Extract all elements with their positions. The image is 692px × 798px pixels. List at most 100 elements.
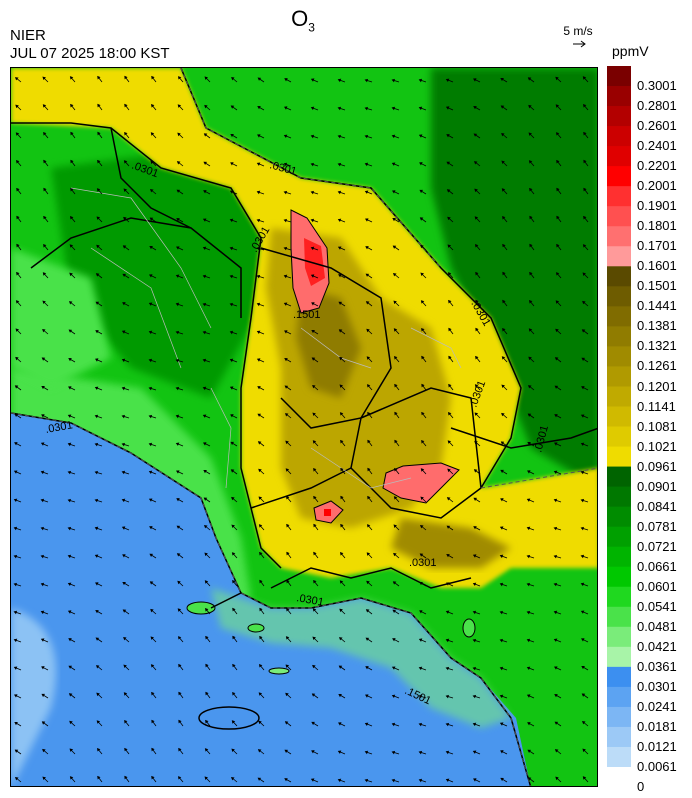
wind-arrow-head xyxy=(338,694,342,698)
wind-arrow-head xyxy=(151,747,155,752)
wind-arrow-head xyxy=(580,582,585,587)
wind-arrow-head xyxy=(176,189,181,193)
wind-arrow-head xyxy=(150,664,155,668)
wind-arrow-head xyxy=(70,187,74,192)
colorbar-label: 0.0301 xyxy=(637,678,677,694)
colorbar-label: 0.0721 xyxy=(637,538,677,554)
wind-arrow-head xyxy=(149,581,154,585)
wind-arrow-head xyxy=(230,162,234,166)
wind-arrow-head xyxy=(176,498,180,502)
wind-arrow-head xyxy=(445,610,450,614)
wind-arrow-head xyxy=(69,244,74,248)
colorbar-scale xyxy=(607,66,631,768)
wind-arrow-head xyxy=(310,162,314,167)
wind-arrow-head xyxy=(580,610,585,614)
wind-arrow-head xyxy=(232,692,236,696)
wind-arrow-head xyxy=(419,217,424,221)
wind-arrow-head xyxy=(364,722,369,727)
wind-arrow-head xyxy=(365,609,370,613)
colorbar-label: 0.0241 xyxy=(637,698,677,714)
wind-arrow-head xyxy=(231,552,236,556)
wind-arrow-head xyxy=(364,750,369,755)
wind-arrow-head xyxy=(285,413,289,417)
ozone-map: .0301 .0301 .0301 .0301 .0301 .0301 .030… xyxy=(10,67,598,787)
wind-arrow-head xyxy=(391,162,396,166)
wind-arrow-head xyxy=(202,218,207,222)
wind-arrow-head xyxy=(394,439,398,444)
wind-arrow-head xyxy=(391,190,396,194)
wind-arrow-head xyxy=(13,470,18,474)
wind-arrow-head xyxy=(365,694,369,698)
wind-arrow-head xyxy=(69,720,73,725)
wind-arrow-head xyxy=(204,608,209,612)
wind-arrow-head xyxy=(284,78,288,82)
wind-arrow-head xyxy=(151,775,155,780)
wind-arrow-head xyxy=(205,691,209,696)
wind-arrow-head xyxy=(148,442,153,447)
wind-arrow-head xyxy=(175,442,180,446)
wind-arrow-head xyxy=(95,358,99,362)
wind-arrow-head xyxy=(501,188,506,192)
wind-arrow-head xyxy=(554,749,559,753)
wind-arrow-head xyxy=(175,246,180,250)
dark-green-area xyxy=(431,68,597,488)
wind-arrow-head xyxy=(448,327,452,332)
colorbar-label: 0.3001 xyxy=(637,78,677,93)
wind-arrow-head xyxy=(148,358,153,363)
wind-arrow-head xyxy=(339,552,344,556)
colorbar-label: 0.0481 xyxy=(637,618,677,634)
wind-arrow-head xyxy=(499,526,504,530)
wind-arrow-head xyxy=(367,384,371,388)
wind-arrow-head xyxy=(391,778,395,783)
wind-arrow-head xyxy=(553,526,558,531)
wind-arrow-head xyxy=(554,721,559,725)
wind-arrow-head xyxy=(366,552,371,556)
wind-arrow-head xyxy=(473,78,477,82)
wind-arrow-head xyxy=(284,749,289,754)
wind-arrow-head xyxy=(175,358,179,363)
wind-arrow-head xyxy=(473,497,478,502)
wind-arrow-head xyxy=(178,776,182,780)
wind-arrow-head xyxy=(392,217,396,222)
wind-arrow-head xyxy=(121,526,126,530)
wind-arrow-head xyxy=(177,580,181,585)
wind-arrow-head xyxy=(256,358,261,362)
wind-arrow-head xyxy=(364,162,369,167)
wind-arrow-head xyxy=(229,190,234,194)
wind-arrow-head xyxy=(474,412,479,416)
wind-arrow-head xyxy=(231,77,235,81)
wind-arrow-head xyxy=(391,134,396,139)
wind-arrow-head xyxy=(176,553,181,557)
wind-arrow-head xyxy=(150,636,154,640)
wind-arrow-head xyxy=(283,162,288,167)
wind-arrow-head xyxy=(150,188,154,193)
wind-arrow-head xyxy=(122,554,126,558)
colorbar-unit: ppmV xyxy=(612,43,649,59)
wind-arrow-head xyxy=(13,638,18,643)
colorbar-label: 0.1081 xyxy=(637,418,677,434)
wind-arrow-head xyxy=(310,218,315,223)
wind-arrow-head xyxy=(472,610,477,615)
wind-arrow-head xyxy=(177,104,182,108)
wind-arrow-head xyxy=(582,76,587,80)
wind-arrow-head xyxy=(41,357,46,361)
wind-arrow-head xyxy=(340,439,344,444)
wind-arrow-head xyxy=(474,188,478,193)
wind-arrow-head xyxy=(392,581,397,585)
colorbar-swatch xyxy=(607,386,631,408)
wind-arrow-head xyxy=(204,776,208,780)
wind-arrow-head xyxy=(339,356,343,361)
wind-arrow-head xyxy=(150,104,155,108)
wind-arrow-head xyxy=(97,131,101,136)
wind-arrow-head xyxy=(121,330,126,334)
wind-arrow-head xyxy=(445,750,450,755)
wind-arrow-head xyxy=(447,244,452,248)
wind-arrow-head xyxy=(40,582,45,587)
wind-arrow-head xyxy=(283,190,288,195)
wind-arrow-head xyxy=(337,750,342,754)
wind-arrow-head xyxy=(70,131,74,136)
wind-arrow-head xyxy=(68,638,72,642)
wind-arrow-head xyxy=(310,134,315,139)
wind-arrow-head xyxy=(42,776,46,780)
wind-arrow-head xyxy=(581,357,586,362)
